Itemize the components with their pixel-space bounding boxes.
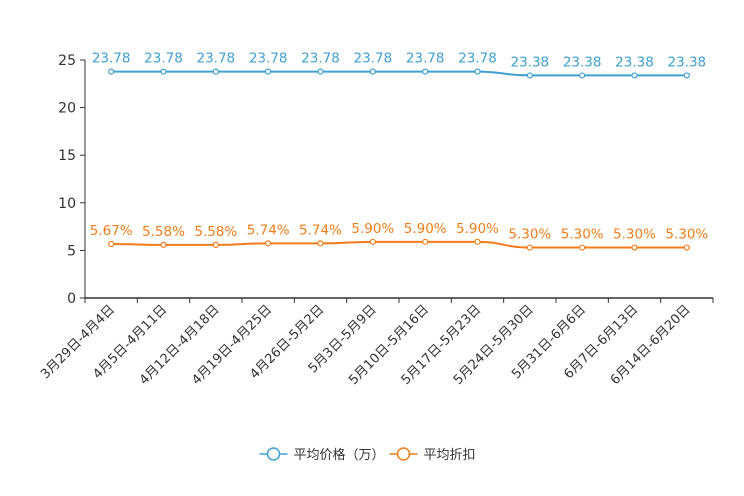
data-point[interactable] [474, 68, 481, 75]
y-tick-label: 0 [67, 291, 76, 307]
y-tick-label: 20 [58, 101, 76, 117]
data-label: 23.78 [249, 51, 288, 67]
data-point[interactable] [212, 241, 219, 248]
data-point[interactable] [683, 244, 690, 251]
data-label: 23.38 [668, 54, 707, 70]
data-point[interactable] [160, 68, 167, 75]
data-point[interactable] [422, 68, 429, 75]
series-1: 23.78 23.78 23.78 23.78 23.78 23.78 23.78 23.78… [92, 51, 707, 79]
data-label: 5.74% [247, 222, 290, 238]
data-point[interactable] [317, 240, 324, 247]
data-point[interactable] [683, 72, 690, 79]
legend-marker-icon [396, 447, 411, 461]
data-point[interactable] [317, 68, 324, 75]
data-label: 23.78 [144, 51, 183, 67]
data-label: 5.67% [90, 223, 133, 239]
data-label: 5.90% [351, 221, 394, 237]
data-label: 23.78 [458, 51, 497, 67]
data-label: 23.38 [511, 54, 550, 70]
data-point[interactable] [631, 244, 638, 251]
data-label: 5.30% [665, 227, 708, 243]
legend-label: 平均价格（万） [294, 447, 385, 463]
data-label: 23.78 [197, 51, 236, 67]
data-label: 23.78 [92, 51, 131, 67]
data-label: 5.90% [456, 221, 499, 237]
data-point[interactable] [212, 68, 219, 75]
y-tick-label: 5 [67, 243, 76, 259]
data-label: 23.38 [615, 54, 654, 70]
data-point[interactable] [631, 72, 638, 79]
data-point[interactable] [108, 68, 115, 75]
y-tick-label: 10 [58, 196, 76, 212]
series-2: 5.67% 5.58% 5.58% 5.74% 5.74% 5.90% 5.90% 5.90%… [90, 221, 708, 251]
legend-marker-icon [266, 447, 281, 461]
data-label: 5.58% [194, 224, 237, 240]
data-label: 5.90% [404, 221, 447, 237]
data-label: 23.78 [406, 51, 445, 67]
data-point[interactable] [265, 68, 272, 75]
data-point[interactable] [474, 238, 481, 245]
y-tick-label: 15 [58, 148, 76, 164]
data-point[interactable] [526, 244, 533, 251]
legend-label: 平均折扣 [424, 448, 476, 463]
data-label: 23.78 [301, 51, 340, 67]
series-line [111, 240, 687, 249]
legend-item-1[interactable]: 平均价格（万） [259, 447, 385, 463]
data-label: 23.78 [354, 51, 393, 67]
data-point[interactable] [422, 238, 429, 245]
y-tick-label: 25 [58, 53, 76, 69]
data-label: 23.38 [563, 54, 602, 70]
legend[interactable]: 平均价格（万） 平均折扣 [259, 447, 476, 463]
series-group: 23.78 23.78 23.78 23.78 23.78 23.78 23.78 23.78… [90, 51, 708, 251]
data-point[interactable] [160, 241, 167, 248]
data-point[interactable] [369, 68, 376, 75]
legend-item-2[interactable]: 平均折扣 [389, 447, 476, 463]
data-label: 5.30% [613, 227, 656, 243]
data-point[interactable] [108, 240, 115, 248]
data-point[interactable] [265, 240, 272, 247]
data-point[interactable] [579, 72, 586, 79]
series-line [111, 70, 687, 77]
data-point[interactable] [579, 244, 586, 251]
data-label: 5.30% [561, 227, 604, 243]
data-label: 5.58% [142, 224, 185, 240]
data-label: 5.30% [508, 227, 551, 243]
data-label: 5.74% [299, 222, 342, 238]
data-point[interactable] [369, 238, 376, 245]
data-point[interactable] [526, 72, 533, 79]
